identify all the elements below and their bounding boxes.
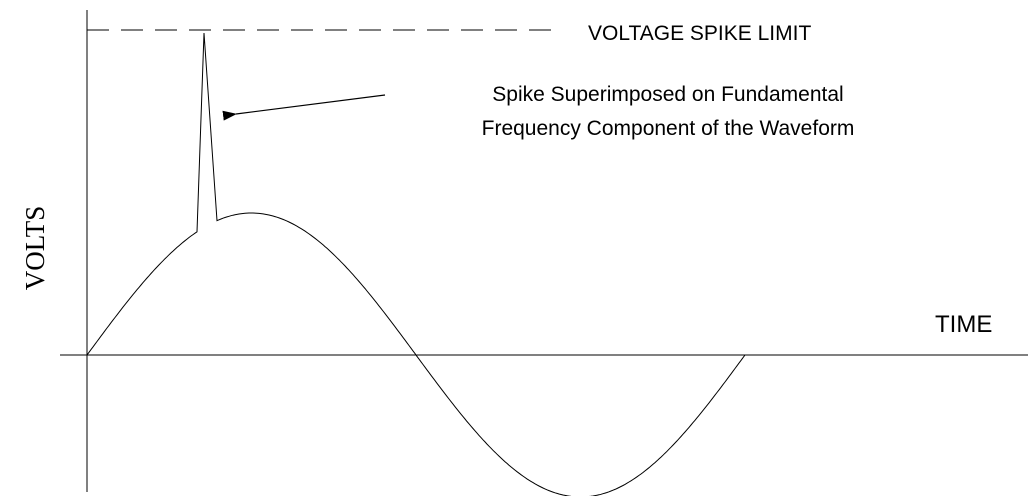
arrow	[222, 94, 386, 121]
limit-label: VOLTAGE SPIKE LIMIT	[588, 22, 811, 45]
annotation-line: Frequency Component of the Waveform	[482, 117, 855, 140]
x-axis-label: TIME	[935, 311, 992, 338]
waveform	[86, 32, 746, 496]
annotation-line: Spike Superimposed on Fundamental	[492, 83, 843, 106]
y-axis-label: VOLTS	[20, 206, 50, 291]
